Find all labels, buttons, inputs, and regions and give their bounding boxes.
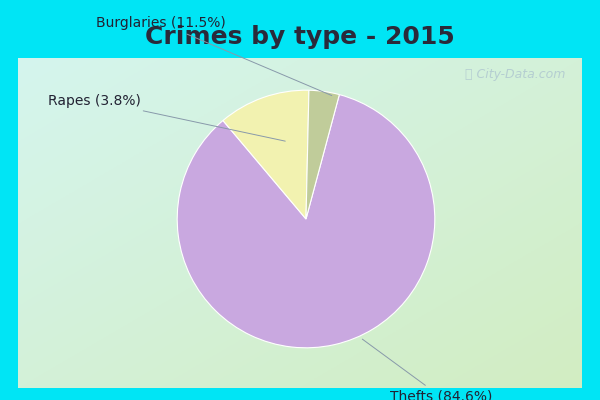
Text: ⓘ City-Data.com: ⓘ City-Data.com: [465, 68, 565, 81]
Text: Burglaries (11.5%): Burglaries (11.5%): [97, 16, 332, 96]
Wedge shape: [306, 90, 340, 219]
Text: Rapes (3.8%): Rapes (3.8%): [48, 94, 285, 141]
Text: Thefts (84.6%): Thefts (84.6%): [362, 339, 492, 400]
Wedge shape: [223, 90, 309, 219]
Text: Crimes by type - 2015: Crimes by type - 2015: [145, 25, 455, 49]
Wedge shape: [177, 94, 435, 348]
